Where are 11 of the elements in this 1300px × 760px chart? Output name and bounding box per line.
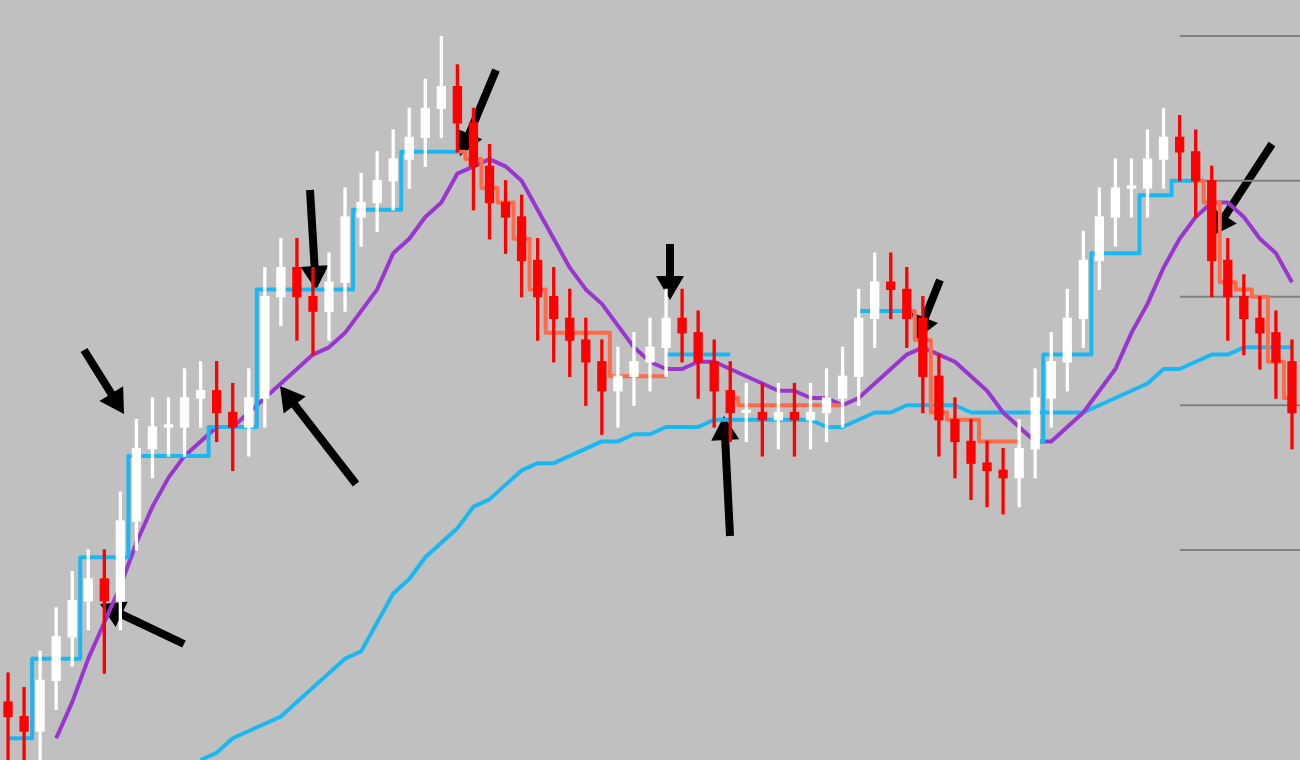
candlestick	[19, 686, 29, 760]
candlestick	[629, 332, 639, 406]
candlestick	[677, 288, 687, 363]
candlestick	[613, 346, 623, 428]
candlestick	[998, 448, 1008, 515]
candlestick	[1255, 295, 1265, 370]
candlestick	[308, 267, 318, 356]
candlestick	[356, 172, 366, 247]
candlestick	[982, 440, 992, 508]
candlestick	[645, 317, 655, 392]
candlestick	[3, 672, 13, 760]
